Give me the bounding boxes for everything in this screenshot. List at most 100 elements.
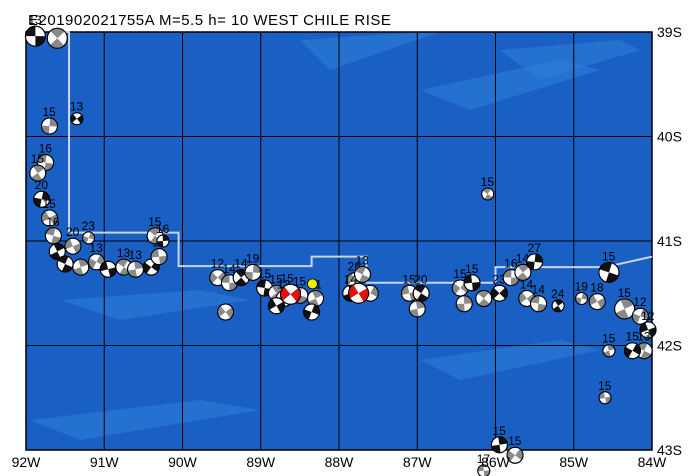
depth-label: 15 bbox=[598, 379, 612, 393]
focal-mechanism bbox=[551, 299, 565, 313]
focal-mechanisms: 1315131615201516232013131316151612141419… bbox=[24, 13, 657, 476]
depth-label: 24 bbox=[551, 287, 565, 301]
depth-label: 15 bbox=[148, 215, 162, 229]
depth-label: 15 bbox=[602, 332, 616, 346]
depth-label: 16 bbox=[504, 257, 518, 271]
epicenter-marker bbox=[306, 278, 318, 290]
longitude-label: 89W bbox=[246, 454, 276, 470]
depth-label: 17 bbox=[477, 452, 491, 466]
focal-mechanism bbox=[82, 231, 96, 245]
focal-mechanism bbox=[530, 295, 548, 313]
focal-mechanism bbox=[477, 464, 491, 476]
depth-label: 15 bbox=[42, 105, 56, 119]
focal-mechanism bbox=[267, 297, 285, 315]
lat-lon-grid bbox=[25, 31, 653, 451]
map-frame bbox=[25, 31, 653, 451]
focal-mechanism bbox=[127, 260, 145, 278]
longitude-label: 84W bbox=[638, 454, 668, 470]
longitude-label: 90W bbox=[168, 454, 198, 470]
focal-mechanism bbox=[598, 261, 620, 283]
focal-mechanism bbox=[502, 269, 520, 287]
depth-label: 12 bbox=[211, 257, 225, 271]
focal-mechanism bbox=[40, 209, 58, 227]
depth-label: 15 bbox=[602, 249, 616, 263]
focal-mechanism bbox=[455, 295, 473, 313]
focal-mechanism bbox=[408, 300, 426, 318]
focal-mechanism bbox=[64, 237, 82, 255]
depth-label: 15 bbox=[481, 175, 495, 189]
bathymetry-shallow bbox=[60, 290, 250, 320]
longitude-label: 88W bbox=[325, 454, 355, 470]
focal-mechanism bbox=[72, 258, 90, 276]
bathymetry-shallow bbox=[420, 340, 600, 380]
depth-label: 14 bbox=[520, 277, 534, 291]
depth-label: 13 bbox=[28, 13, 42, 27]
depth-label: 19 bbox=[246, 251, 260, 265]
longitude-label: 86W bbox=[481, 454, 511, 470]
depth-label: 15 bbox=[293, 274, 307, 288]
depth-label: 15 bbox=[258, 267, 272, 281]
depth-label: 13 bbox=[117, 246, 131, 260]
target-event-label: 15 bbox=[280, 271, 294, 285]
focal-mechanism bbox=[303, 303, 321, 321]
focal-mechanism bbox=[33, 190, 51, 208]
focal-mechanism bbox=[490, 284, 508, 302]
depth-label: 15 bbox=[453, 267, 467, 281]
focal-mechanism bbox=[623, 342, 641, 360]
depth-label: 16 bbox=[39, 142, 53, 156]
depth-label: 12 bbox=[633, 295, 647, 309]
depth-label: 15 bbox=[31, 152, 45, 166]
depth-label: 14 bbox=[222, 262, 236, 276]
depth-label: 20 bbox=[35, 178, 49, 192]
longitude-label: 91W bbox=[90, 454, 120, 470]
bathymetry-shallow bbox=[300, 32, 440, 70]
ridge-transform-trace bbox=[49, 31, 653, 284]
depth-label: 13 bbox=[637, 330, 651, 344]
longitude-label: 85W bbox=[559, 454, 589, 470]
latitude-label: 40S bbox=[657, 129, 682, 145]
target-event-mechanism bbox=[279, 283, 301, 305]
focal-mechanism bbox=[631, 307, 649, 325]
depth-label: 12 bbox=[641, 309, 655, 323]
focal-mechanism bbox=[598, 391, 612, 405]
depth-label: 13 bbox=[355, 253, 369, 267]
depth-label: 13 bbox=[129, 248, 143, 262]
bathymetry-shallow bbox=[500, 40, 640, 80]
focal-mechanism bbox=[463, 274, 481, 292]
plate-boundary-line bbox=[49, 31, 653, 284]
depth-label: 14 bbox=[344, 272, 358, 286]
depth-label: 19 bbox=[575, 279, 589, 293]
latitude-label: 42S bbox=[657, 338, 682, 354]
bathymetry-shallow bbox=[30, 400, 260, 440]
focal-mechanism bbox=[307, 289, 325, 307]
depth-label: 14 bbox=[532, 283, 546, 297]
focal-mechanism bbox=[150, 248, 168, 266]
depth-label: 16 bbox=[156, 222, 170, 236]
latitude-label: 39S bbox=[657, 24, 682, 40]
focal-mechanism bbox=[29, 164, 47, 182]
focal-mechanism bbox=[99, 260, 117, 278]
focal-mechanism bbox=[217, 303, 235, 321]
focal-mechanism bbox=[526, 253, 544, 271]
depth-label: 15 bbox=[618, 286, 632, 300]
depth-label: 13 bbox=[89, 241, 103, 255]
focal-mechanism bbox=[353, 265, 371, 283]
latitude-label: 43S bbox=[657, 442, 682, 458]
depth-label: 23 bbox=[82, 219, 96, 233]
depth-label: 15 bbox=[625, 330, 639, 344]
focal-mechanism bbox=[48, 242, 66, 260]
depth-label: 16 bbox=[46, 215, 60, 229]
focal-mechanism bbox=[70, 112, 84, 126]
focal-mechanism bbox=[475, 289, 493, 307]
focal-mechanism bbox=[588, 293, 606, 311]
focal-mechanism bbox=[156, 234, 170, 248]
focal-mechanism bbox=[244, 263, 262, 281]
latitude-label: 41S bbox=[657, 233, 682, 249]
focal-mechanism bbox=[614, 298, 636, 320]
focal-mechanism bbox=[44, 227, 62, 245]
focal-mechanism bbox=[506, 446, 524, 464]
focal-mechanism bbox=[635, 342, 653, 360]
focal-mechanism bbox=[46, 27, 68, 49]
depth-label: 15 bbox=[465, 262, 479, 276]
